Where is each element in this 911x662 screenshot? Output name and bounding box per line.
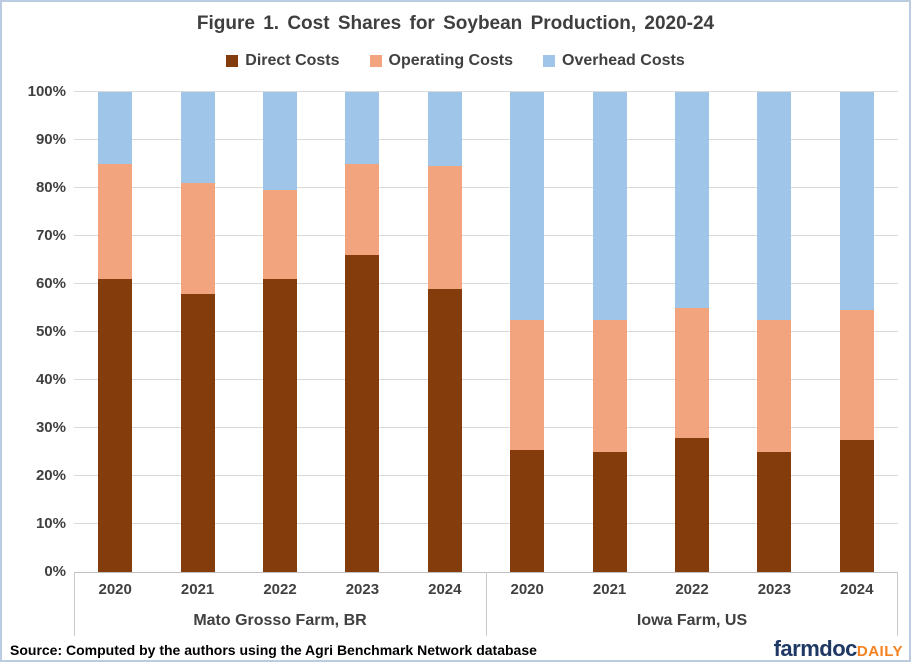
bar-segment-operating-costs <box>757 320 792 452</box>
bar-segment-operating-costs <box>98 164 133 280</box>
bar-segment-overhead-costs <box>675 92 709 308</box>
chart-title: Figure 1. Cost Shares for Soybean Produc… <box>196 13 715 34</box>
y-tick-label: 90% <box>35 131 66 148</box>
year-label: 2023 <box>345 581 380 598</box>
legend-item-direct-costs: Direct Costs <box>226 52 340 70</box>
bar-segment-overhead-costs <box>98 92 133 164</box>
x-axis-divider <box>897 572 898 636</box>
year-label: 2020 <box>98 581 132 598</box>
bar-segment-overhead-costs <box>345 92 380 164</box>
x-axis: 2020 2021 2022 2023 2024 Mato Grosso Farm, BR… <box>74 572 898 636</box>
bar-segment-direct-costs <box>592 452 627 572</box>
bar-segment-direct-costs <box>180 293 215 572</box>
year-label: 2021 <box>180 581 215 598</box>
gridline <box>74 91 898 92</box>
y-tick-label: 10% <box>35 515 66 532</box>
bar-segment-operating-costs <box>345 164 380 256</box>
bar-segment-direct-costs <box>345 255 380 572</box>
x-axis-divider <box>486 572 487 636</box>
bar-segment-operating-costs <box>592 320 627 452</box>
y-tick-label: 20% <box>35 467 66 484</box>
bar-segment-operating-costs <box>180 183 215 294</box>
gridline <box>74 523 898 524</box>
gridline <box>74 283 898 284</box>
y-tick-label: 100% <box>27 83 66 100</box>
group-label: Iowa Farm, US <box>636 612 748 629</box>
year-label: 2024 <box>428 581 462 598</box>
year-label: 2023 <box>757 581 792 598</box>
bar-segment-direct-costs <box>510 449 545 572</box>
gridline <box>74 331 898 332</box>
bar-segment-direct-costs <box>263 279 297 572</box>
bar-segment-overhead-costs <box>592 92 627 320</box>
y-tick-label: 60% <box>35 275 66 292</box>
bar-segment-overhead-costs <box>839 92 874 311</box>
year-label: 2020 <box>510 581 544 598</box>
legend-item-overhead-costs: Overhead Costs <box>543 52 685 70</box>
legend-label-overhead-costs: Overhead Costs <box>562 52 685 69</box>
bar-segment-operating-costs <box>839 310 874 440</box>
gridline <box>74 139 898 140</box>
bar-segment-overhead-costs <box>180 92 215 184</box>
group-label: Mato Grosso Farm, BR <box>193 612 367 629</box>
year-label: 2021 <box>592 581 627 598</box>
bar-segment-direct-costs <box>839 440 874 572</box>
bar-segment-operating-costs <box>263 190 297 280</box>
source-note: Source: Computed by the authors using th… <box>10 642 537 658</box>
bar-segment-direct-costs <box>675 437 709 572</box>
y-tick-label: 30% <box>35 419 66 436</box>
bar-segment-operating-costs <box>510 320 545 450</box>
y-tick-label: 0% <box>44 563 66 580</box>
bar-segment-direct-costs <box>427 288 462 572</box>
y-tick-label: 80% <box>35 179 66 196</box>
bar-segment-direct-costs <box>98 279 133 572</box>
legend-label-operating-costs: Operating Costs <box>388 52 513 69</box>
bar-segment-operating-costs <box>675 308 709 438</box>
year-label: 2022 <box>675 581 709 598</box>
logo-daily-text: DAILY <box>856 643 903 660</box>
logo-farmdoc-text: farmdoc <box>773 636 858 661</box>
gridline <box>74 427 898 428</box>
bar-segment-direct-costs <box>757 452 792 572</box>
y-tick-label: 50% <box>35 323 66 340</box>
legend-label-direct-costs: Direct Costs <box>245 52 340 69</box>
bar-segment-overhead-costs <box>427 92 462 167</box>
x-axis-divider <box>74 572 75 636</box>
operating-costs-swatch-icon <box>369 55 382 67</box>
bar-segment-overhead-costs <box>510 92 545 320</box>
bar-segment-overhead-costs <box>757 92 792 320</box>
gridline <box>74 187 898 188</box>
bar-segment-operating-costs <box>427 166 462 289</box>
year-label: 2022 <box>263 581 297 598</box>
farmdoc-daily-logo: farmdoc DAILY <box>773 636 903 661</box>
gridline <box>74 379 898 380</box>
gridline <box>74 475 898 476</box>
direct-costs-swatch-icon <box>226 55 239 67</box>
bar-segment-overhead-costs <box>263 92 297 191</box>
legend-item-operating-costs: Operating Costs <box>369 52 513 70</box>
y-tick-label: 40% <box>35 371 66 388</box>
plot-area <box>74 91 898 573</box>
gridline <box>74 235 898 236</box>
y-tick-label: 70% <box>35 227 66 244</box>
legend: Direct Costs Operating Costs Overhead Co… <box>2 52 909 70</box>
year-label: 2024 <box>840 581 874 598</box>
overhead-costs-swatch-icon <box>543 55 555 67</box>
